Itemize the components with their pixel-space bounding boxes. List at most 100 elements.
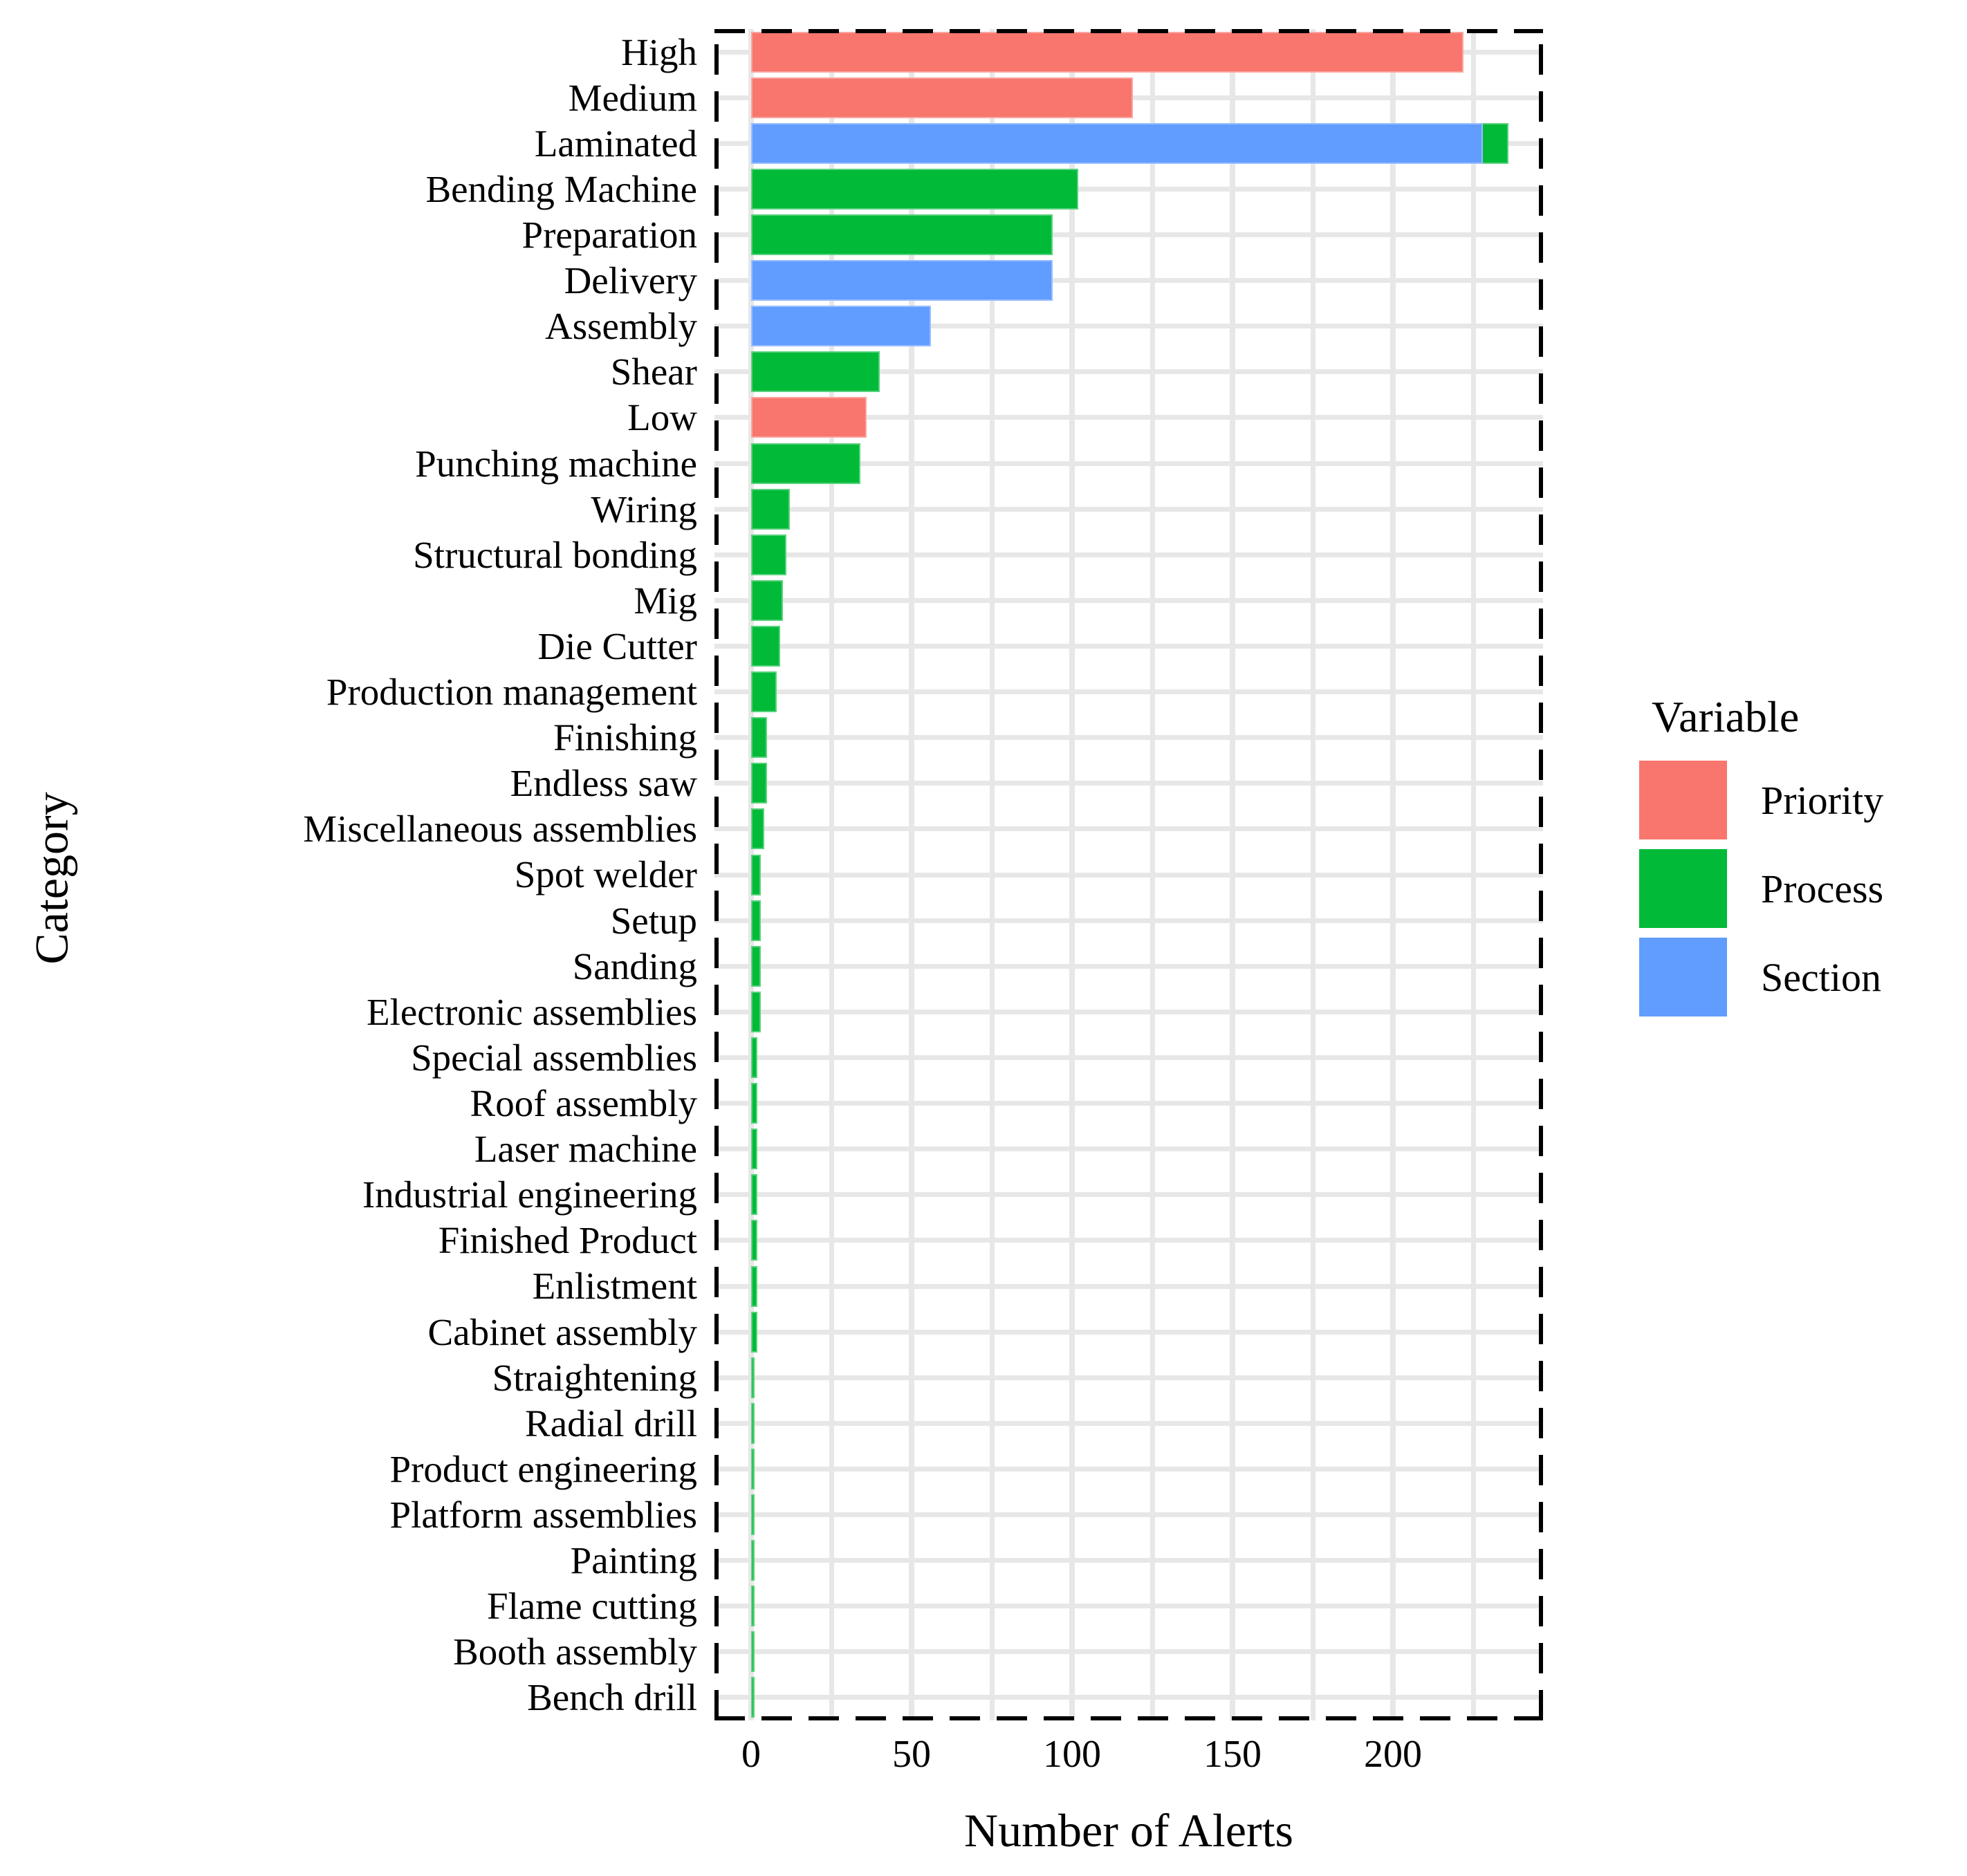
- gridline-horizontal: [714, 781, 1543, 786]
- y-axis-label: Mig: [634, 579, 697, 622]
- y-axis-label: Bending Machine: [425, 167, 697, 210]
- y-axis-label: Finishing: [553, 716, 697, 759]
- y-axis-label: Low: [627, 396, 697, 439]
- gridline-horizontal: [714, 1420, 1543, 1426]
- bar-high-priority: [751, 31, 1464, 73]
- gridline-horizontal: [714, 278, 1543, 284]
- bar-spot-welder-process: [751, 854, 761, 895]
- bar-preparation-process: [751, 214, 1053, 255]
- bar-flame-cutting-process: [751, 1586, 755, 1627]
- bar-industrial-engineering-process: [751, 1174, 758, 1216]
- gridline-vertical-minor: [1149, 29, 1155, 1720]
- y-axis-label: Endless saw: [510, 762, 697, 805]
- bar-low-priority: [751, 397, 867, 438]
- bar-medium-priority: [751, 77, 1134, 118]
- bar-finished-product-process: [751, 1220, 758, 1261]
- y-axis-label: Sanding: [572, 945, 697, 987]
- bar-bench-drill-process: [751, 1677, 755, 1718]
- gridline-horizontal: [714, 644, 1543, 649]
- y-axis-label: Painting: [570, 1539, 697, 1582]
- gridline-vertical-major: [1069, 29, 1075, 1720]
- bar-endless-saw-process: [751, 763, 768, 804]
- gridline-vertical-major: [1390, 29, 1396, 1720]
- bar-die-cutter-process: [751, 626, 780, 667]
- bar-shear-process: [751, 351, 880, 393]
- gridline-horizontal: [714, 1283, 1543, 1289]
- y-axis-label: Die Cutter: [537, 624, 697, 667]
- y-axis-label: Special assemblies: [411, 1036, 697, 1079]
- y-axis-label: Preparation: [521, 213, 697, 256]
- gridline-vertical-major: [909, 29, 914, 1720]
- gridline-vertical-minor: [1470, 29, 1476, 1720]
- y-axis-label: Straightening: [492, 1356, 697, 1399]
- y-axis-label: Platform assemblies: [389, 1494, 697, 1536]
- bar-setup-process: [751, 900, 761, 941]
- y-axis-label: Wiring: [591, 487, 697, 530]
- bar-radial-drill-process: [751, 1402, 755, 1444]
- bar-electronic-assemblies-process: [751, 991, 761, 1032]
- legend-label-priority: Priority: [1761, 777, 1884, 823]
- bar-cabinet-assembly-process: [751, 1311, 758, 1353]
- legend-label-section: Section: [1761, 954, 1881, 1000]
- plot-panel: [714, 29, 1543, 1720]
- bar-sanding-process: [751, 945, 761, 987]
- bar-wiring-process: [751, 488, 790, 530]
- y-axis-label: Spot welder: [514, 853, 697, 896]
- gridline-horizontal: [714, 1192, 1543, 1198]
- bar-delivery-section: [751, 260, 1053, 301]
- bar-miscellaneous-assemblies-process: [751, 808, 764, 850]
- y-axis-label: Structural bonding: [413, 533, 697, 576]
- gridline-horizontal: [714, 597, 1543, 603]
- x-axis-tick-label: 200: [1364, 1733, 1422, 1776]
- legend-label-process: Process: [1761, 866, 1884, 911]
- gridline-horizontal: [714, 1466, 1543, 1471]
- gridline-horizontal: [714, 1146, 1543, 1152]
- gridline-horizontal: [714, 1101, 1543, 1106]
- gridline-horizontal: [714, 963, 1543, 969]
- bar-painting-process: [751, 1540, 755, 1581]
- gridline-horizontal: [714, 369, 1543, 375]
- y-axis-label: Cabinet assembly: [427, 1310, 697, 1353]
- gridline-horizontal: [714, 689, 1543, 695]
- bar-mig-process: [751, 579, 784, 621]
- y-axis-label: Roof assembly: [470, 1082, 697, 1125]
- y-axis-label: Bench drill: [527, 1676, 697, 1719]
- gridline-horizontal: [714, 552, 1543, 557]
- gridline-horizontal: [714, 872, 1543, 877]
- y-axis-label: Shear: [610, 351, 697, 393]
- gridline-vertical-minor: [989, 29, 995, 1720]
- legend-key-process: [1639, 849, 1727, 928]
- bar-platform-assemblies-process: [751, 1494, 755, 1535]
- y-axis-label: Finished Product: [438, 1219, 697, 1262]
- y-axis-label: Radial drill: [525, 1402, 697, 1445]
- bar-laser-machine-process: [751, 1129, 758, 1170]
- y-axis-label: Flame cutting: [487, 1585, 697, 1628]
- gridline-horizontal: [714, 735, 1543, 741]
- panel-border: [714, 29, 1543, 33]
- gridline-horizontal: [714, 415, 1543, 420]
- y-axis-label: Production management: [326, 671, 697, 714]
- gridline-horizontal: [714, 1238, 1543, 1243]
- bar-finishing-process: [751, 717, 768, 759]
- y-axis-label: Medium: [568, 76, 697, 119]
- y-axis-label: Assembly: [545, 305, 697, 348]
- bar-production-management-process: [751, 671, 777, 713]
- bar-punching-machine-process: [751, 443, 860, 484]
- gridline-horizontal: [714, 324, 1543, 329]
- gridline-horizontal: [714, 461, 1543, 466]
- bar-assembly-section: [751, 306, 931, 347]
- gridline-horizontal: [714, 1329, 1543, 1335]
- gridline-horizontal: [714, 1512, 1543, 1517]
- gridline-horizontal: [714, 186, 1543, 192]
- bar-product-engineering-process: [751, 1448, 755, 1489]
- bar-straightening-process: [751, 1357, 755, 1398]
- gridline-horizontal: [714, 826, 1543, 832]
- panel-border: [714, 1716, 1543, 1720]
- y-axis-label: Delivery: [564, 259, 697, 302]
- bar-laminated-section: [751, 122, 1483, 164]
- y-axis-label: Miscellaneous assemblies: [303, 808, 697, 851]
- legend-key-priority: [1639, 761, 1727, 839]
- bar-bending-machine-process: [751, 168, 1079, 210]
- bar-special-assemblies-process: [751, 1037, 758, 1078]
